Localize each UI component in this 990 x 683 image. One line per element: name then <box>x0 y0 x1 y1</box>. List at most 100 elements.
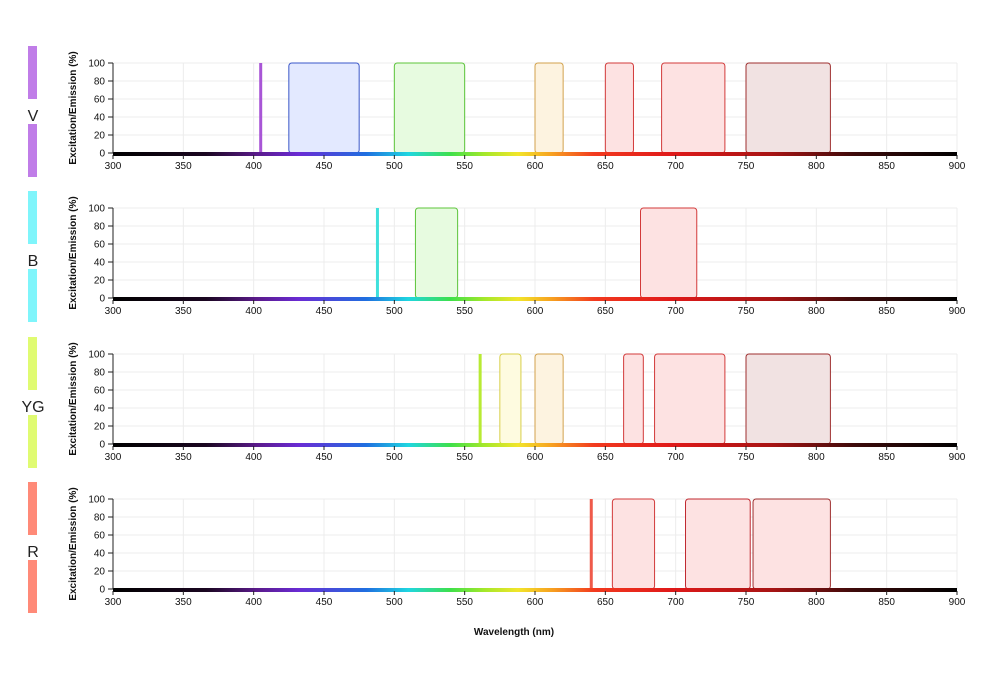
y-tick-label: 80 <box>94 77 106 88</box>
y-tick-label: 60 <box>94 95 106 106</box>
y-tick-label: 20 <box>94 131 106 142</box>
x-tick-label: 500 <box>386 452 403 463</box>
x-tick-label: 600 <box>527 161 544 172</box>
x-tick-label: 550 <box>456 452 473 463</box>
filter-band <box>685 498 751 590</box>
x-tick-label: 300 <box>105 452 122 463</box>
laser-bar-bottom <box>28 560 37 613</box>
grid <box>112 207 958 299</box>
x-tick-label: 500 <box>386 306 403 317</box>
filter-band <box>534 353 564 445</box>
x-tick-label: 400 <box>245 597 262 608</box>
y-tick-label: 0 <box>99 585 105 596</box>
x-tick-label: 450 <box>316 452 333 463</box>
x-tick-label: 750 <box>738 452 755 463</box>
y-tick-label: 0 <box>99 440 105 451</box>
x-tick-label: 400 <box>245 306 262 317</box>
filter-band <box>745 353 831 445</box>
x-tick-label: 900 <box>949 306 966 317</box>
x-tick-label: 500 <box>386 597 403 608</box>
y-tick-label: 40 <box>94 549 106 560</box>
y-axis-title: Excitation/Emission (%) <box>68 342 79 455</box>
x-tick-label: 300 <box>105 597 122 608</box>
spectrum-baseline <box>113 588 957 592</box>
x-tick-label: 750 <box>738 161 755 172</box>
y-tick-label: 100 <box>88 204 105 215</box>
x-tick-label: 800 <box>808 597 825 608</box>
spectrum-baseline <box>113 297 957 301</box>
x-tick-label: 750 <box>738 597 755 608</box>
filter-band <box>752 498 831 590</box>
y-tick-label: 80 <box>94 513 106 524</box>
y-axis-title: Excitation/Emission (%) <box>68 196 79 309</box>
panel-v: V 0 20 40 60 80 100 300 350 400 450 500 550 600 650 700… <box>28 46 966 177</box>
x-axis-title: Wavelength (nm) <box>474 627 554 638</box>
x-tick-label: 400 <box>245 452 262 463</box>
x-tick-label: 400 <box>245 161 262 172</box>
x-tick-label: 600 <box>527 597 544 608</box>
laser-label: B <box>28 253 39 270</box>
y-tick-label: 20 <box>94 567 106 578</box>
x-tick-label: 600 <box>527 452 544 463</box>
y-axis-title: Excitation/Emission (%) <box>68 51 79 164</box>
laser-label: YG <box>21 399 44 416</box>
x-tick-label: 750 <box>738 306 755 317</box>
filter-band <box>654 353 726 445</box>
panel-b: B 0 20 40 60 80 100 300 350 400 450 500 550 600 650 700… <box>28 191 966 322</box>
y-tick-label: 100 <box>88 350 105 361</box>
y-axis-title: Excitation/Emission (%) <box>68 487 79 600</box>
x-tick-label: 500 <box>386 161 403 172</box>
x-tick-label: 800 <box>808 452 825 463</box>
laser-bar-top <box>28 482 37 535</box>
x-tick-label: 350 <box>175 597 192 608</box>
y-tick-label: 20 <box>94 276 106 287</box>
filter-band <box>604 62 634 154</box>
y-tick-label: 100 <box>88 495 105 506</box>
laser-label: R <box>27 544 39 561</box>
laser-bar-bottom <box>28 415 37 468</box>
x-tick-label: 850 <box>878 161 895 172</box>
y-tick-label: 40 <box>94 258 106 269</box>
x-tick-label: 850 <box>878 597 895 608</box>
laser-bar-bottom <box>28 269 37 322</box>
laser-bar-top <box>28 46 37 99</box>
filter-band <box>414 207 459 299</box>
x-tick-label: 350 <box>175 306 192 317</box>
x-tick-label: 450 <box>316 597 333 608</box>
x-tick-label: 650 <box>597 597 614 608</box>
filter-band <box>623 353 644 445</box>
x-tick-label: 300 <box>105 306 122 317</box>
spectrum-baseline <box>113 443 957 447</box>
x-tick-label: 800 <box>808 306 825 317</box>
x-tick-label: 300 <box>105 161 122 172</box>
y-tick-label: 80 <box>94 368 106 379</box>
spectrum-baseline <box>113 152 957 156</box>
x-tick-label: 650 <box>597 306 614 317</box>
x-tick-label: 900 <box>949 161 966 172</box>
x-tick-label: 700 <box>667 452 684 463</box>
filter-band <box>499 353 522 445</box>
laser-label: V <box>28 108 39 125</box>
x-tick-label: 700 <box>667 597 684 608</box>
x-tick-label: 550 <box>456 161 473 172</box>
x-tick-label: 800 <box>808 161 825 172</box>
y-tick-label: 40 <box>94 113 106 124</box>
filter-band <box>288 62 360 154</box>
x-tick-label: 700 <box>667 306 684 317</box>
y-tick-label: 0 <box>99 149 105 160</box>
x-tick-label: 550 <box>456 597 473 608</box>
filter-band <box>393 62 466 154</box>
y-tick-label: 60 <box>94 531 106 542</box>
x-tick-label: 550 <box>456 306 473 317</box>
y-tick-label: 0 <box>99 294 105 305</box>
x-tick-label: 650 <box>597 161 614 172</box>
x-tick-label: 450 <box>316 161 333 172</box>
x-tick-label: 350 <box>175 452 192 463</box>
y-tick-label: 60 <box>94 386 106 397</box>
panel-r: R 0 20 40 60 80 100 300 350 400 450 500 550 600 650 700… <box>27 482 966 613</box>
x-tick-label: 900 <box>949 597 966 608</box>
y-tick-label: 60 <box>94 240 106 251</box>
y-tick-label: 40 <box>94 404 106 415</box>
y-tick-label: 80 <box>94 222 106 233</box>
